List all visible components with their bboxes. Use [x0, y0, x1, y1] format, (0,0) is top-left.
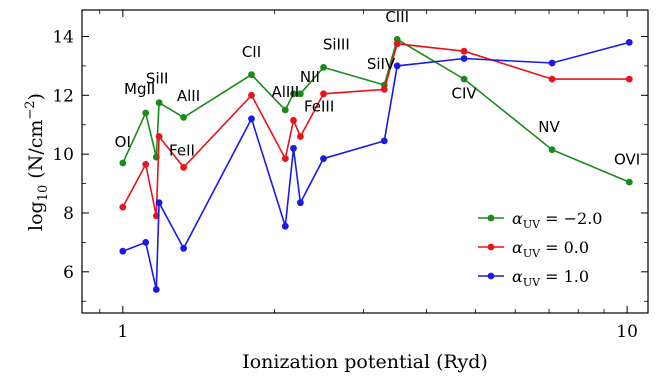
data-point: [155, 133, 163, 140]
data-point: [460, 75, 468, 83]
data-point: [460, 55, 468, 62]
ion-label: CII: [242, 43, 261, 61]
data-point: [142, 109, 150, 117]
data-point: [320, 155, 327, 163]
legend-label: αUV = 1.0: [512, 267, 589, 289]
data-point: [142, 161, 150, 168]
data-point: [142, 239, 150, 246]
data-point: [281, 106, 289, 114]
data-point: [625, 178, 633, 186]
data-point: [180, 244, 188, 252]
y-tick-label: 8: [63, 204, 74, 224]
data-point: [281, 155, 289, 163]
data-point: [320, 64, 327, 71]
ion-label: FeII: [169, 142, 195, 160]
legend-marker: [487, 243, 495, 251]
ion-label: AlII: [177, 87, 200, 105]
data-point: [625, 39, 633, 46]
data-point: [180, 114, 188, 121]
series-layer: [119, 36, 633, 293]
plot-frame: [81, 9, 649, 314]
y-tick-label: 6: [63, 263, 74, 283]
data-point: [393, 62, 401, 70]
data-point: [180, 164, 188, 171]
data-point: [548, 146, 556, 154]
data-point: [460, 47, 468, 55]
x-axis-title: Ionization potential (Ryd): [242, 351, 488, 373]
ion-label: NV: [538, 118, 560, 136]
data-point: [297, 133, 304, 140]
y-tick-label: 14: [52, 27, 74, 47]
ion-label: OI: [115, 133, 131, 151]
y-tick-label: 12: [52, 86, 74, 106]
data-point: [152, 286, 160, 293]
data-point: [548, 59, 556, 67]
y-tick-label: 10: [52, 145, 74, 165]
legend-label: αUV = −2.0: [512, 209, 602, 231]
data-point: [625, 75, 633, 83]
data-point: [119, 203, 127, 211]
data-point: [380, 86, 388, 93]
data-point: [155, 99, 163, 107]
legend-marker: [487, 272, 495, 280]
data-point: [290, 90, 297, 98]
data-point: [248, 71, 255, 79]
ion-label: SiII: [146, 70, 169, 88]
ion-label: FeIII: [304, 98, 334, 116]
legend-entry: αUV = 0.0: [478, 238, 589, 260]
ion-label: NII: [300, 68, 320, 86]
ion-label: OVI: [614, 150, 640, 168]
legend: αUV = −2.0 αUV = 0.0 αUV = 1.0: [478, 209, 602, 289]
data-point: [297, 90, 304, 98]
legend-marker: [487, 214, 495, 222]
series-2: [119, 39, 633, 293]
ion-label: SiIII: [323, 36, 350, 54]
data-point: [119, 247, 127, 255]
ion-label: SiIV: [367, 55, 396, 73]
ion-label: AlIII: [271, 83, 299, 101]
data-point: [297, 199, 304, 207]
data-point: [380, 137, 388, 145]
x-tick-label: 1: [117, 322, 128, 342]
data-point: [281, 222, 289, 230]
legend-entry: αUV = −2.0: [478, 209, 602, 231]
axis-ticks: 6 8 10 12 14 1 10: [52, 10, 648, 342]
data-point: [393, 40, 401, 48]
data-point: [248, 115, 255, 123]
data-point: [290, 116, 297, 124]
legend-label: αUV = 0.0: [512, 238, 589, 260]
legend-entry: αUV = 1.0: [478, 267, 589, 289]
data-point: [155, 199, 163, 207]
data-point: [320, 90, 327, 98]
ion-label: MgII: [124, 80, 155, 98]
data-point: [290, 144, 297, 152]
data-point: [248, 91, 255, 99]
ion-label: CIII: [385, 8, 409, 26]
data-point: [119, 159, 127, 167]
y-axis-title: log10 (N/cm−2): [23, 93, 51, 231]
x-tick-label: 10: [616, 322, 638, 342]
ion-label: CIV: [452, 84, 478, 102]
data-point: [548, 75, 556, 83]
